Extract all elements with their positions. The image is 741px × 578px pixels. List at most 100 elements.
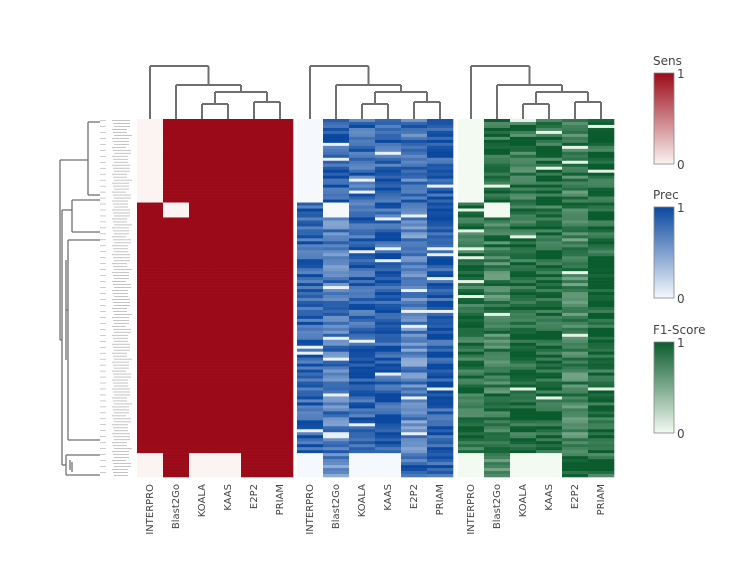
heatmap-cell: [241, 432, 268, 436]
heatmap-cell: [137, 339, 164, 344]
heatmap-cell: [401, 256, 428, 260]
heatmap-cell: [484, 223, 511, 227]
heatmap-cell: [427, 121, 454, 126]
heatmap-cell: [215, 229, 242, 233]
heatmap-cell: [401, 393, 428, 397]
heatmap-cell: [401, 166, 428, 171]
heatmap-cell: [215, 163, 242, 168]
heatmap-cell: [241, 208, 268, 212]
heatmap-cell: [349, 271, 376, 275]
heatmap-cell: [241, 181, 268, 185]
heatmap-cell: [137, 208, 164, 212]
heatmap-cell: [189, 169, 216, 173]
heatmap-cell: [510, 372, 537, 376]
heatmap-cell: [484, 360, 511, 364]
heatmap-cell: [241, 169, 268, 173]
heatmap-cell: [189, 160, 216, 165]
heatmap-cell: [562, 119, 589, 123]
heatmap-cell: [323, 235, 350, 239]
heatmap-cell: [536, 142, 563, 147]
heatmap-cell: [323, 462, 350, 466]
heatmap-cell: [267, 214, 294, 218]
heatmap-cell: [323, 429, 350, 433]
heatmap-cell: [588, 405, 615, 409]
heatmap-cell: [349, 148, 376, 153]
heatmap-cell: [349, 136, 376, 141]
heatmap-cell: [189, 166, 216, 171]
heatmap-cell: [189, 357, 216, 361]
heatmap-cell: [267, 265, 294, 269]
heatmap-cell: [349, 196, 376, 200]
heatmap-cell: [137, 181, 164, 185]
heatmap-cell: [323, 130, 350, 135]
heatmap-cell: [267, 151, 294, 156]
heatmap-cell: [189, 181, 216, 185]
heatmap-cell: [163, 202, 190, 206]
row-label-mark: [112, 146, 126, 148]
row-label-mark: [113, 311, 127, 312]
heatmap-cell: [562, 342, 589, 347]
heatmap-cell: [401, 262, 428, 266]
heatmap-cell: [510, 429, 537, 433]
row-label-mark: [114, 161, 128, 163]
heatmap-cell: [427, 145, 454, 150]
heatmap-cell: [215, 336, 242, 341]
row-label-mark: [113, 230, 129, 232]
heatmap-cell: [297, 381, 324, 385]
row-label-mark: [113, 212, 130, 214]
heatmap-cell: [536, 247, 563, 251]
heatmap-cell: [458, 372, 485, 376]
heatmap-cell: [458, 420, 485, 424]
heatmap-cell: [588, 411, 615, 415]
heatmap-cell: [401, 417, 428, 421]
heatmap-cell: [137, 214, 164, 218]
heatmap-cell: [137, 372, 164, 376]
heatmap-cell: [562, 474, 589, 478]
heatmap-cell: [427, 381, 454, 385]
heatmap-cell: [267, 351, 294, 355]
heatmap-cell: [163, 139, 190, 144]
heatmap-cell: [536, 133, 563, 138]
heatmap-cell: [401, 429, 428, 433]
heatmap-cell: [401, 145, 428, 150]
heatmap-cell: [510, 435, 537, 439]
row-label-mark: [114, 278, 129, 280]
heatmap-cell: [189, 381, 216, 385]
heatmap-cell: [562, 226, 589, 230]
heatmap-cell: [267, 345, 294, 350]
heatmap-cell: [215, 360, 242, 364]
heatmap-cell: [323, 154, 350, 159]
heatmap-cell: [401, 271, 428, 275]
heatmap-cell: [427, 375, 454, 379]
heatmap-cell: [267, 160, 294, 165]
heatmap-cell: [137, 157, 164, 162]
heatmap-cell: [215, 187, 242, 191]
heatmap-cell: [215, 292, 242, 296]
heatmap-cell: [510, 369, 537, 373]
heatmap-cell: [484, 312, 511, 317]
heatmap-cell: [163, 411, 190, 415]
heatmap-cell: [267, 450, 294, 454]
heatmap-cell: [297, 468, 324, 472]
heatmap-cell: [427, 133, 454, 138]
heatmap-cell: [484, 339, 511, 344]
heatmap-cell: [562, 366, 589, 370]
heatmap-cell: [510, 390, 537, 394]
heatmap-cell: [510, 238, 537, 242]
heatmap-cell: [588, 321, 615, 326]
heatmap-cell: [562, 438, 589, 442]
heatmap-cell: [297, 357, 324, 361]
heatmap-cell: [323, 324, 350, 329]
heatmap-cell: [349, 223, 376, 227]
heatmap-cell: [241, 172, 268, 176]
heatmap-cell: [458, 474, 485, 478]
heatmap-cell: [536, 396, 563, 400]
heatmap-cell: [536, 205, 563, 209]
heatmap-cell: [323, 247, 350, 251]
heatmap-cell: [458, 471, 485, 475]
heatmap-cell: [137, 133, 164, 138]
row-label-mark: [113, 328, 131, 330]
heatmap-cell: [458, 139, 485, 144]
heatmap-cell: [458, 247, 485, 251]
heatmap-cell: [137, 175, 164, 179]
